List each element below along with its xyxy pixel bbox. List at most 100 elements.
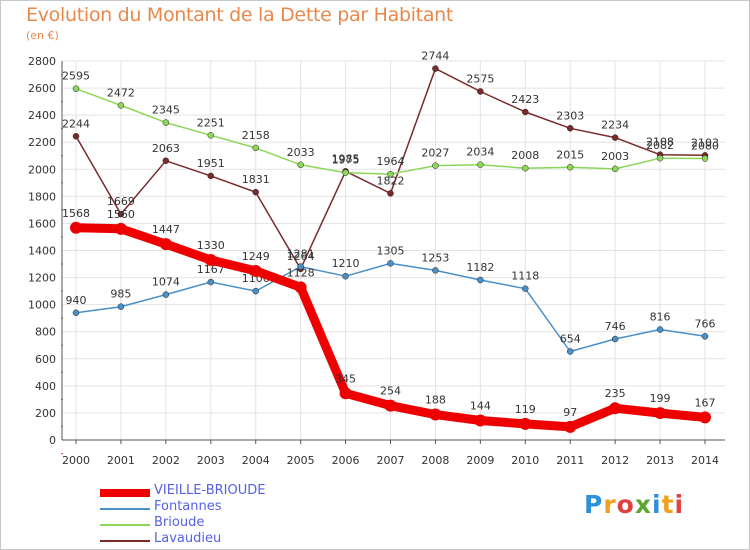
data-label-lavaudieu-2009: 2575 xyxy=(466,72,494,85)
data-point-vieille-brioude-2012 xyxy=(609,402,622,415)
data-label-fontannes-2011: 654 xyxy=(560,332,581,345)
y-tick-label-2200: 2200 xyxy=(28,136,56,149)
data-label-vieille-brioude-2005: 1128 xyxy=(287,266,315,279)
legend-swatch-fontannes xyxy=(100,508,150,510)
data-point-lavaudieu-2012 xyxy=(611,134,619,141)
data-point-brioude-2001 xyxy=(117,102,125,109)
data-point-lavaudieu-2007 xyxy=(387,190,394,197)
data-label-brioude-2005: 2033 xyxy=(287,146,315,159)
y-tick-label-2000: 2000 xyxy=(28,163,56,176)
y-tick-label-1800: 1800 xyxy=(28,190,56,203)
data-label-vieille-brioude-2002: 1447 xyxy=(152,223,180,236)
data-point-fontannes-2001 xyxy=(117,303,125,310)
proxiti-logo: Proxiti xyxy=(584,490,685,519)
data-label-lavaudieu-2011: 2303 xyxy=(556,109,584,122)
data-point-lavaudieu-2011 xyxy=(566,125,574,132)
data-point-fontannes-2000 xyxy=(72,309,80,317)
data-point-lavaudieu-2000 xyxy=(72,133,80,140)
data-label-lavaudieu-2007: 1822 xyxy=(377,174,405,187)
data-point-vieille-brioude-2005 xyxy=(294,281,307,294)
data-point-brioude-2003 xyxy=(207,132,215,139)
data-point-lavaudieu-2003 xyxy=(207,172,215,180)
data-point-brioude-2008 xyxy=(432,162,439,169)
y-tick-label-2800: 2800 xyxy=(28,55,56,68)
data-point-vieille-brioude-2001 xyxy=(114,222,127,235)
data-label-fontannes-2007: 1305 xyxy=(377,244,405,257)
data-label-lavaudieu-2001: 1669 xyxy=(107,195,135,208)
legend-swatch-vieille-brioude xyxy=(100,489,150,497)
legend-label-brioude: Brioude xyxy=(154,515,205,530)
x-tick-label-2006: 2006 xyxy=(332,454,360,467)
data-point-fontannes-2014 xyxy=(701,333,709,340)
legend-swatch-lavaudieu xyxy=(100,540,150,542)
data-point-vieille-brioude-2003 xyxy=(204,253,217,266)
x-tick-label-2010: 2010 xyxy=(511,454,539,467)
data-point-vieille-brioude-2008 xyxy=(429,408,442,421)
y-tick-label-1600: 1600 xyxy=(28,217,56,230)
data-point-brioude-2013 xyxy=(656,154,664,162)
data-label-lavaudieu-2000: 2244 xyxy=(62,117,90,130)
data-label-brioude-2004: 2158 xyxy=(242,129,270,142)
legend-label-lavaudieu: Lavaudieu xyxy=(154,531,222,546)
x-tick-label-2012: 2012 xyxy=(601,454,629,467)
data-point-lavaudieu-2010 xyxy=(522,108,529,116)
data-point-fontannes-2004 xyxy=(252,287,259,295)
data-label-brioude-2012: 2003 xyxy=(601,150,629,163)
data-label-vieille-brioude-2003: 1330 xyxy=(197,239,225,252)
data-point-brioude-2014 xyxy=(701,155,709,162)
y-tick-label-0: 0 xyxy=(49,434,56,447)
data-label-fontannes-2005: 1281 xyxy=(287,248,315,261)
data-label-vieille-brioude-2010: 119 xyxy=(515,403,536,416)
data-point-vieille-brioude-2011 xyxy=(564,420,577,433)
x-tick-label-2009: 2009 xyxy=(466,454,494,467)
data-point-brioude-2006 xyxy=(342,169,349,176)
y-tick-label-1200: 1200 xyxy=(28,272,56,285)
legend-label-fontannes: Fontannes xyxy=(154,499,222,514)
x-tick-label-2000: 2000 xyxy=(62,454,90,467)
x-tick-label-2001: 2001 xyxy=(107,454,135,467)
data-label-fontannes-2006: 1210 xyxy=(332,257,360,270)
data-point-brioude-2009 xyxy=(477,161,484,168)
data-label-lavaudieu-2012: 2234 xyxy=(601,119,629,132)
data-point-brioude-2010 xyxy=(522,164,529,172)
data-label-lavaudieu-2003: 1951 xyxy=(197,157,225,170)
data-point-brioude-2011 xyxy=(566,164,574,171)
data-point-vieille-brioude-2007 xyxy=(384,399,397,412)
data-label-brioude-2014: 2080 xyxy=(691,139,719,152)
data-label-brioude-2007: 1964 xyxy=(377,155,405,168)
data-point-lavaudieu-2002 xyxy=(162,157,170,165)
data-point-vieille-brioude-2013 xyxy=(654,407,667,420)
data-point-fontannes-2005 xyxy=(297,263,304,270)
x-tick-label-2002: 2002 xyxy=(152,454,180,467)
data-label-lavaudieu-2006: 1985 xyxy=(332,152,360,165)
data-label-brioude-2001: 2472 xyxy=(107,86,135,99)
data-label-fontannes-2000: 940 xyxy=(66,294,87,307)
data-point-brioude-2004 xyxy=(252,144,259,152)
data-label-brioude-2002: 2345 xyxy=(152,104,180,117)
data-label-vieille-brioude-2011: 97 xyxy=(563,406,577,419)
data-label-lavaudieu-2013: 2108 xyxy=(646,136,674,149)
data-label-lavaudieu-2010: 2423 xyxy=(511,93,539,106)
data-label-brioude-2000: 2595 xyxy=(62,70,90,83)
data-label-vieille-brioude-2000: 1568 xyxy=(62,207,90,220)
data-point-fontannes-2007 xyxy=(387,260,394,267)
data-label-brioude-2009: 2034 xyxy=(466,146,494,159)
data-label-vieille-brioude-2001: 1560 xyxy=(107,208,135,221)
data-point-fontannes-2003 xyxy=(207,278,215,286)
data-point-fontannes-2009 xyxy=(477,276,484,284)
data-point-vieille-brioude-2000 xyxy=(70,221,82,234)
data-label-brioude-2008: 2027 xyxy=(421,147,449,160)
y-tick-label-200: 200 xyxy=(35,407,56,420)
data-point-fontannes-2008 xyxy=(432,267,439,274)
x-tick-label-2005: 2005 xyxy=(287,454,315,467)
data-label-fontannes-2008: 1253 xyxy=(421,251,449,264)
x-tick-label-2013: 2013 xyxy=(646,454,674,467)
data-point-lavaudieu-2001 xyxy=(117,210,125,218)
data-label-fontannes-2010: 1118 xyxy=(511,270,539,283)
y-tick-label-1400: 1400 xyxy=(28,245,56,258)
x-tick-label-2008: 2008 xyxy=(421,454,449,467)
data-label-vieille-brioude-2012: 235 xyxy=(605,387,626,400)
data-point-fontannes-2012 xyxy=(611,335,619,343)
data-label-fontannes-2009: 1182 xyxy=(466,261,494,274)
